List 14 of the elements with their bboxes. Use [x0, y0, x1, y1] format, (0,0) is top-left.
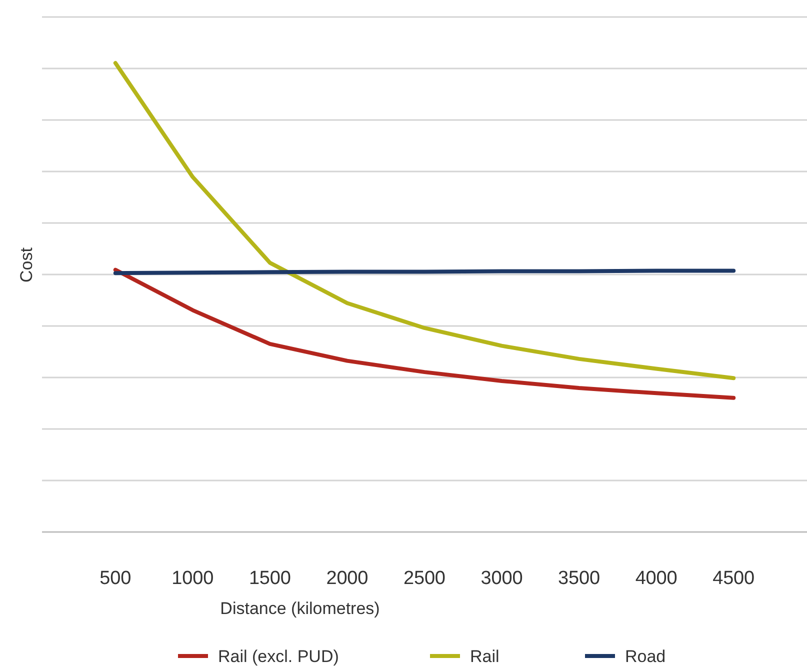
x-tick-label: 1000 — [172, 568, 214, 589]
x-tick-label: 4500 — [712, 568, 755, 589]
x-axis-title: Distance (kilometres) — [220, 599, 380, 618]
x-tick-label: 4000 — [635, 568, 678, 589]
x-tick-label: 500 — [100, 568, 132, 589]
legend-label: Road — [625, 647, 666, 666]
x-tick-label: 2500 — [404, 568, 446, 589]
x-tick-label: 1500 — [248, 568, 291, 589]
x-tick-label: 3000 — [480, 568, 523, 589]
x-tick-label: 3500 — [558, 568, 600, 589]
legend-label: Rail — [470, 647, 500, 666]
x-tick-label: 2000 — [326, 568, 368, 589]
legend-label: Rail (excl. PUD) — [218, 647, 339, 666]
y-axis-title: Cost — [17, 247, 36, 282]
